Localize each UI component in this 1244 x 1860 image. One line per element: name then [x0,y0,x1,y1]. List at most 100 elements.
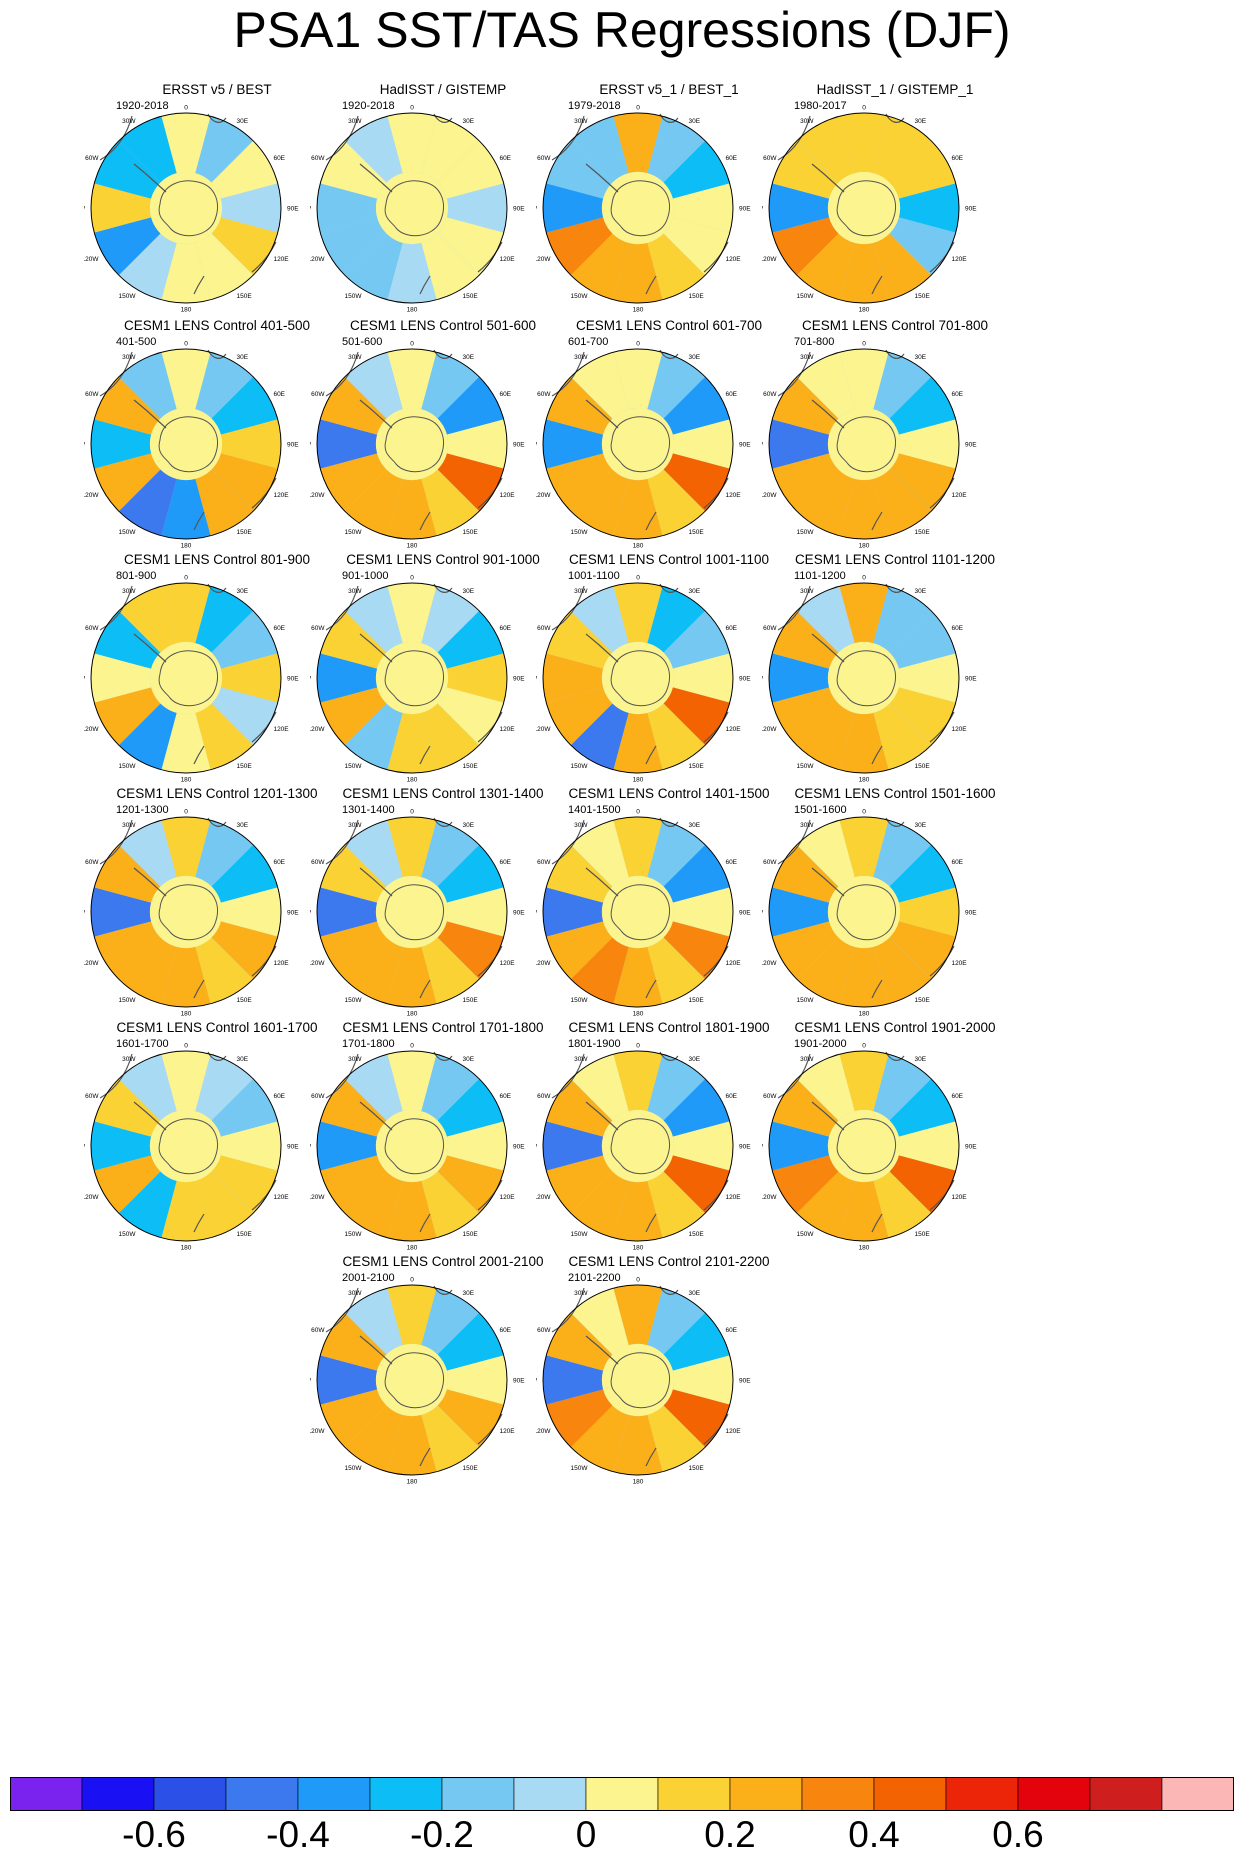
longitude-label: 30W [348,588,362,595]
longitude-label: 150E [237,293,253,300]
longitude-label: 30E [463,1056,475,1063]
longitude-label: 120E [499,492,515,499]
colorbar-tick-label: -0.4 [266,1814,330,1855]
longitude-label: 60W [85,859,99,866]
regression-sector [663,921,730,980]
regression-sector [446,653,507,703]
regression-sector [161,478,211,539]
map-panel: CESM1 LENS Control 1601-1700 1601-1700 0 30… [84,1020,350,1298]
colorbar-swatch [729,1777,803,1811]
regression-sector [421,703,480,770]
regression-sector [570,1288,629,1355]
longitude-label: 60E [725,1093,737,1100]
colorbar-swatch [873,1777,947,1811]
regression-sector [320,217,387,276]
colorbar-tick-label: -0.6 [122,1814,186,1855]
regression-sector [570,233,629,300]
new-zealand-coast [645,745,657,765]
regression-sector [772,687,839,746]
longitude-label: 120E [951,726,967,733]
australia-coast [929,1179,955,1211]
longitude-label: 120E [725,1428,741,1435]
map-panel: CESM1 LENS Control 1801-1900 1801-1900 0 30… [536,1020,802,1298]
regression-sector [320,1155,387,1214]
map-panel: CESM1 LENS Control 701-800 701-800 0 30E 60E… [762,318,1028,596]
australia-coast [251,241,277,273]
regression-sector [195,703,254,770]
regression-sector [613,946,663,1007]
regression-sector [889,921,956,980]
regression-sector [546,1389,613,1448]
panel-title: HadISST_1 / GISTEMP_1 [816,82,974,97]
south-america-coast [551,351,585,397]
antarctic-peninsula [585,633,619,663]
antarctic-peninsula [359,1101,393,1131]
longitude-label: 120W [762,492,777,499]
panel-period: 1401-1500 [568,804,621,816]
map-outline [90,816,282,1008]
regression-sector [546,921,613,980]
longitude-label: 180 [181,307,192,314]
regression-sector [889,217,956,276]
antarctica-outline [610,650,670,707]
longitude-label: 90W [84,442,86,449]
regression-sector [613,1285,663,1346]
antarctic-peninsula [811,633,845,663]
south-america-coast [777,115,811,161]
longitude-label: 0 [862,1043,866,1050]
regression-sector [161,349,211,410]
australia-coast [477,1179,503,1211]
antarctic-peninsula [359,867,393,897]
regression-sector [663,376,730,435]
map-outline [90,112,282,304]
longitude-label: 120W [310,1428,325,1435]
regression-sector [195,352,254,419]
longitude-label: 60W [537,391,551,398]
australia-coast [929,945,955,977]
colorbar [10,1777,1234,1811]
longitude-label: 60E [499,391,511,398]
panel-title: CESM1 LENS Control 2001-2100 [342,1254,544,1269]
longitude-label: 0 [862,341,866,348]
regression-sector [421,233,480,300]
longitude-label: 180 [859,777,870,784]
south-america-coast [325,1053,359,1099]
colorbar-border [10,1777,1234,1811]
regression-sector [796,820,855,887]
panel-period: 2101-2200 [568,1272,621,1284]
regression-sector [898,419,959,469]
regression-sector [421,586,480,653]
longitude-label: 30E [237,354,249,361]
antarctic-peninsula [133,1101,167,1131]
map-outline [316,348,508,540]
regression-sector [220,183,281,233]
regression-sector [344,1171,403,1238]
regression-sector [796,233,855,300]
regression-sector [889,610,956,669]
south-america-coast [99,585,133,631]
longitude-label: 120W [84,726,99,733]
regression-sector [839,712,889,773]
panel-title: CESM1 LENS Control 801-900 [123,552,311,567]
new-zealand-coast [193,979,205,999]
longitude-label: 0 [636,341,640,348]
regression-sector [195,937,254,1004]
regression-sector [570,116,629,183]
regression-sector [839,1051,889,1112]
antarctica-outline [836,884,896,941]
longitude-label: 30W [122,588,136,595]
longitude-label: 90W [536,206,538,213]
longitude-label: 120E [951,1194,967,1201]
regression-sector [647,937,706,1004]
antarctic-peninsula [133,867,167,897]
regression-sector [873,820,932,887]
antarctica-outline [836,1118,896,1175]
regression-sector [570,586,629,653]
regression-sector [344,1054,403,1121]
longitude-label: 150W [797,293,815,300]
panel-title: CESM1 LENS Control 1001-1100 [568,552,770,567]
australia-coast [703,945,729,977]
longitude-label: 180 [407,543,418,550]
longitude-label: 0 [636,105,640,112]
regression-sector [94,217,161,276]
